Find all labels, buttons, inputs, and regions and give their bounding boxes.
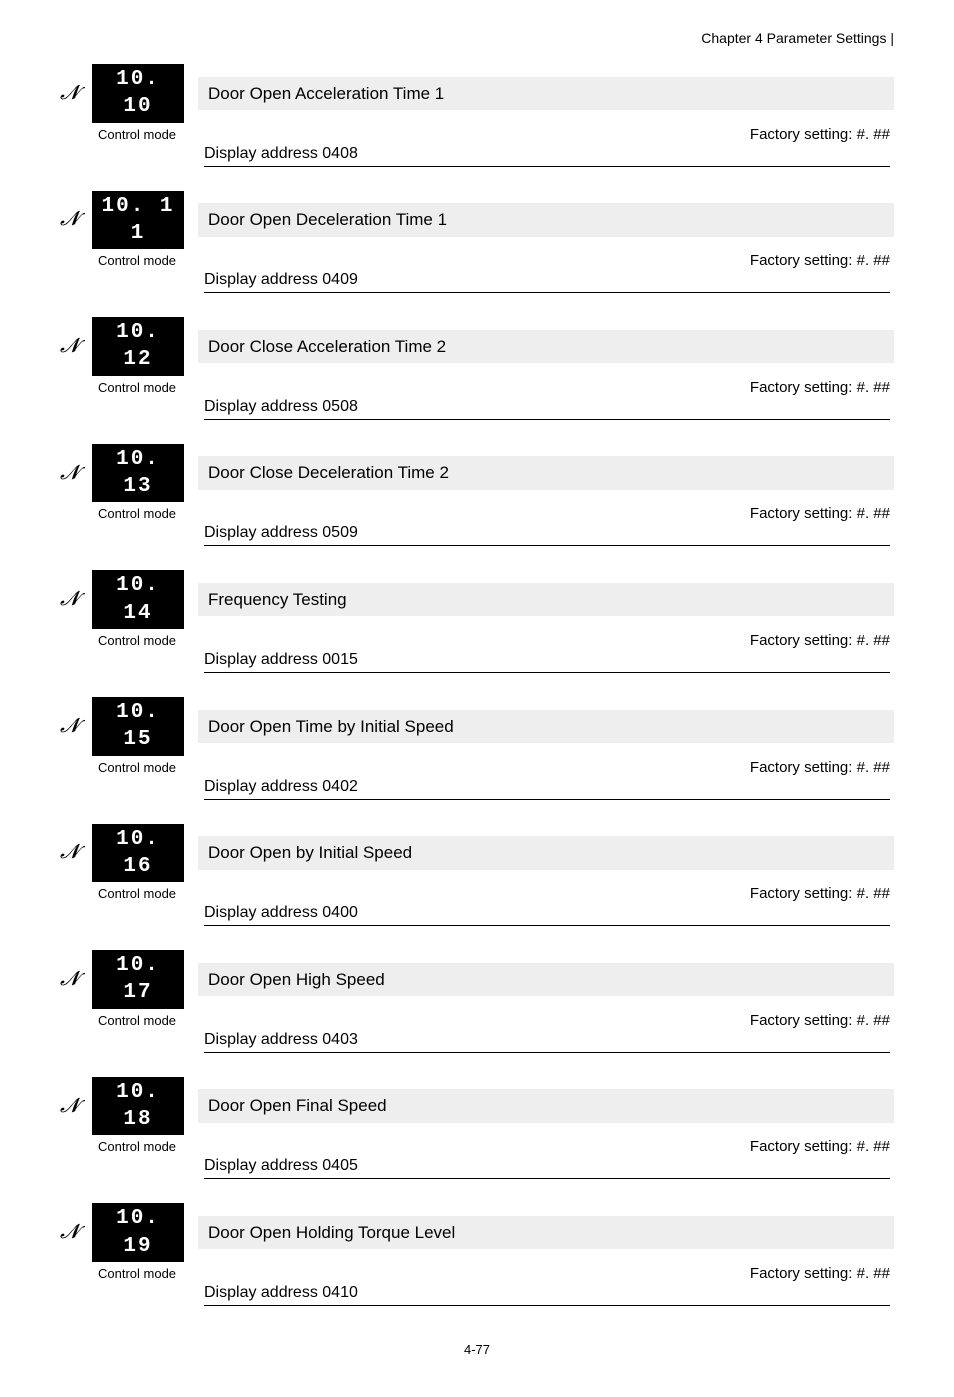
display-address: Display address 0405 [204,1157,890,1179]
param-code-display: 10. 10 [92,64,184,123]
control-mode-label: Control mode [92,1013,750,1028]
param-code-display: 10. 13 [92,444,184,503]
control-mode-label: Control mode [92,633,750,648]
factory-setting: Factory setting: #. ## [750,1265,894,1282]
param-title: Door Close Deceleration Time 2 [198,456,894,490]
control-mode-label: Control mode [92,1139,750,1154]
control-mode-label: Control mode [92,506,750,521]
factory-setting: Factory setting: #. ## [750,632,894,649]
factory-setting: Factory setting: #. ## [750,1012,894,1029]
parameter-block: 𝓝 10. 1 1 Door Open Deceleration Time 1 … [60,191,894,294]
param-title: Door Open Time by Initial Speed [198,710,894,744]
control-mode-label: Control mode [92,886,750,901]
page-number: 4-77 [60,1342,894,1357]
display-address: Display address 0508 [204,398,890,420]
edit-icon: 𝓝 [60,1095,78,1118]
parameter-block: 𝓝 10. 12 Door Close Acceleration Time 2 … [60,317,894,420]
edit-icon: 𝓝 [60,335,78,358]
edit-icon: 𝓝 [60,588,78,611]
edit-icon: 𝓝 [60,462,78,485]
control-mode-label: Control mode [92,1266,750,1281]
factory-setting: Factory setting: #. ## [750,126,894,143]
edit-icon: 𝓝 [60,208,78,231]
display-address: Display address 0410 [204,1284,890,1306]
factory-setting: Factory setting: #. ## [750,505,894,522]
display-address: Display address 0409 [204,271,890,293]
edit-icon: 𝓝 [60,82,78,105]
param-code-display: 10. 17 [92,950,184,1009]
factory-setting: Factory setting: #. ## [750,1138,894,1155]
edit-icon: 𝓝 [60,841,78,864]
param-title: Frequency Testing [198,583,894,617]
param-code-display: 10. 16 [92,824,184,883]
factory-setting: Factory setting: #. ## [750,759,894,776]
parameter-block: 𝓝 10. 18 Door Open Final Speed Control m… [60,1077,894,1180]
parameter-block: 𝓝 10. 13 Door Close Deceleration Time 2 … [60,444,894,547]
param-code-display: 10. 1 1 [92,191,184,250]
display-address: Display address 0400 [204,904,890,926]
control-mode-label: Control mode [92,127,750,142]
control-mode-label: Control mode [92,253,750,268]
display-address: Display address 0403 [204,1031,890,1053]
parameter-block: 𝓝 10. 19 Door Open Holding Torque Level … [60,1203,894,1306]
chapter-header: Chapter 4 Parameter Settings | [60,30,894,46]
param-code-display: 10. 14 [92,570,184,629]
param-title: Door Open by Initial Speed [198,836,894,870]
parameter-block: 𝓝 10. 16 Door Open by Initial Speed Cont… [60,824,894,927]
display-address: Display address 0408 [204,145,890,167]
edit-icon: 𝓝 [60,715,78,738]
display-address: Display address 0509 [204,524,890,546]
edit-icon: 𝓝 [60,968,78,991]
param-code-display: 10. 15 [92,697,184,756]
display-address: Display address 0402 [204,778,890,800]
param-title: Door Open Acceleration Time 1 [198,77,894,111]
parameter-block: 𝓝 10. 17 Door Open High Speed Control mo… [60,950,894,1053]
factory-setting: Factory setting: #. ## [750,885,894,902]
factory-setting: Factory setting: #. ## [750,252,894,269]
param-code-display: 10. 19 [92,1203,184,1262]
param-title: Door Open High Speed [198,963,894,997]
param-code-display: 10. 18 [92,1077,184,1136]
parameter-block: 𝓝 10. 10 Door Open Acceleration Time 1 C… [60,64,894,167]
parameter-block: 𝓝 10. 14 Frequency Testing Control mode … [60,570,894,673]
parameter-block: 𝓝 10. 15 Door Open Time by Initial Speed… [60,697,894,800]
edit-icon: 𝓝 [60,1221,78,1244]
display-address: Display address 0015 [204,651,890,673]
param-code-display: 10. 12 [92,317,184,376]
factory-setting: Factory setting: #. ## [750,379,894,396]
param-title: Door Open Holding Torque Level [198,1216,894,1250]
param-title: Door Open Final Speed [198,1089,894,1123]
control-mode-label: Control mode [92,760,750,775]
param-title: Door Close Acceleration Time 2 [198,330,894,364]
param-title: Door Open Deceleration Time 1 [198,203,894,237]
control-mode-label: Control mode [92,380,750,395]
